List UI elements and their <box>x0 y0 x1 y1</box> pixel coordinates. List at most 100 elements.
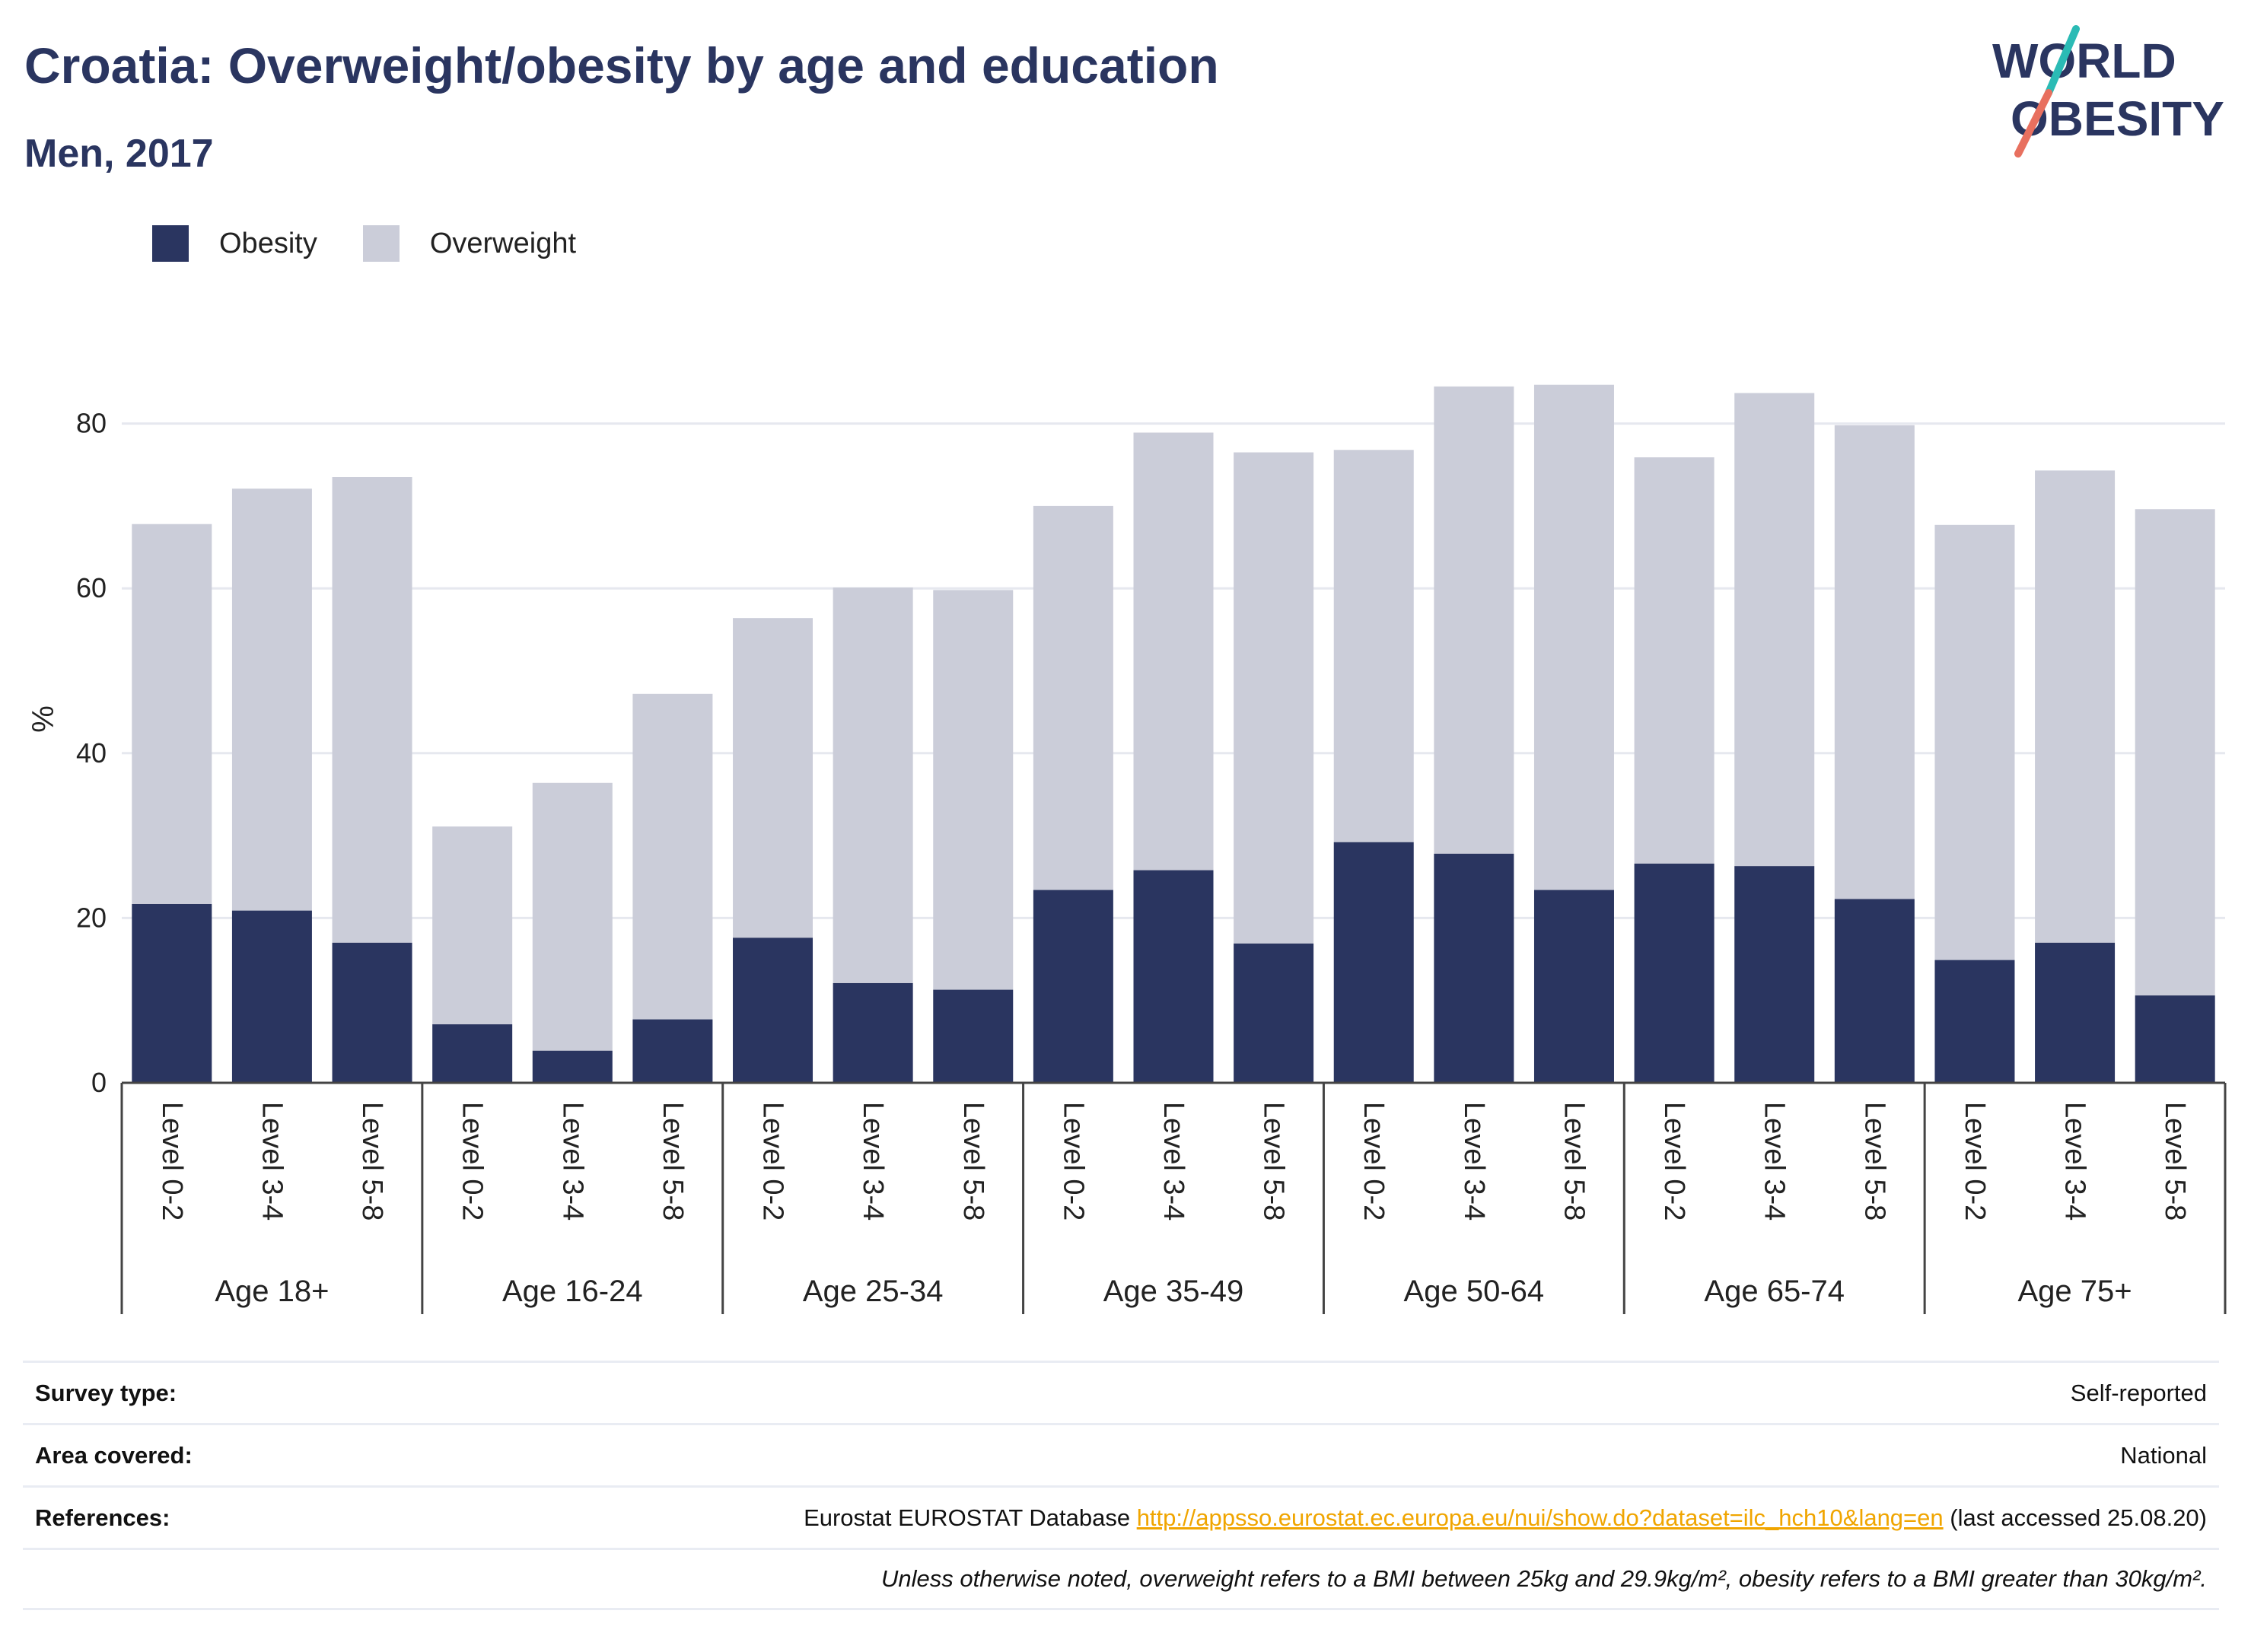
area-covered-label: Area covered: <box>35 1441 193 1469</box>
x-tick-label-level: Level 0-2 <box>1959 1102 1991 1221</box>
x-tick-label-level: Level 0-2 <box>1658 1102 1690 1221</box>
y-tick-label: 20 <box>76 902 107 933</box>
bar-obesity <box>532 1050 613 1083</box>
bar-obesity <box>833 982 913 1083</box>
x-group-label: Age 65-74 <box>1704 1275 1845 1308</box>
x-tick-label-level: Level 0-2 <box>1358 1102 1390 1221</box>
y-tick-label: 0 <box>91 1067 107 1098</box>
x-group-label: Age 18+ <box>215 1275 329 1308</box>
x-tick-label-level: Level 3-4 <box>1157 1102 1189 1221</box>
x-tick-label-level: Level 0-2 <box>1057 1102 1089 1221</box>
bar-overweight <box>332 476 412 943</box>
x-tick-label-level: Level 5-8 <box>2159 1102 2191 1221</box>
x-tick-label-level: Level 5-8 <box>1558 1102 1590 1221</box>
x-group-label: Age 25-34 <box>803 1275 944 1308</box>
y-tick-label: 40 <box>76 737 107 769</box>
legend-swatch-obesity <box>152 225 189 262</box>
legend-item-obesity[interactable]: Obesity <box>152 225 317 262</box>
footer-row-references: References: Eurostat EUROSTAT Database h… <box>23 1485 2219 1548</box>
bar-overweight <box>632 693 713 1020</box>
area-covered-value: National <box>2120 1441 2207 1469</box>
bar-obesity <box>332 942 412 1083</box>
y-axis-label: % <box>27 705 60 733</box>
bar-obesity <box>632 1019 713 1083</box>
x-tick-label-level: Level 0-2 <box>457 1102 489 1221</box>
x-tick-label-level: Level 3-4 <box>556 1102 588 1221</box>
logo-line1: WORLD <box>1992 33 2176 88</box>
bar-obesity <box>132 903 212 1083</box>
x-tick-label-level: Level 5-8 <box>356 1102 388 1221</box>
bar-overweight <box>1634 457 1715 864</box>
x-group-label: Age 16-24 <box>502 1275 643 1308</box>
bar-overweight <box>1734 393 1815 867</box>
x-group-label: Age 35-49 <box>1103 1275 1244 1308</box>
bar-overweight <box>1033 505 1113 890</box>
x-tick-label-level: Level 3-4 <box>1458 1102 1490 1221</box>
chart-legend: Obesity Overweight <box>152 225 622 262</box>
bar-overweight <box>532 782 613 1051</box>
bar-obesity <box>1634 863 1715 1083</box>
bar-obesity <box>933 989 1014 1083</box>
footer-row-area: Area covered: National <box>23 1423 2219 1485</box>
legend-label-obesity: Obesity <box>219 227 317 259</box>
y-tick-label: 60 <box>76 572 107 603</box>
x-tick-label-level: Level 5-8 <box>957 1102 989 1221</box>
bar-obesity <box>1133 870 1214 1083</box>
x-group-label: Age 75+ <box>2018 1275 2132 1308</box>
x-tick-label-level: Level 0-2 <box>156 1102 188 1221</box>
bar-obesity <box>2135 995 2215 1083</box>
bar-obesity <box>733 937 813 1083</box>
x-tick-label-level: Level 3-4 <box>1759 1102 1791 1221</box>
bar-overweight <box>1834 425 1915 899</box>
x-tick-label-level: Level 5-8 <box>657 1102 689 1221</box>
chart-subtitle: Men, 2017 <box>24 132 214 176</box>
legend-label-overweight: Overweight <box>429 227 577 259</box>
bar-obesity <box>1033 890 1113 1083</box>
world-obesity-logo: WORLD OBESITY <box>1992 25 2224 158</box>
x-tick-label-level: Level 5-8 <box>1258 1102 1290 1221</box>
logo-slash-teal <box>2045 25 2080 97</box>
bar-overweight <box>933 590 1014 990</box>
references-link[interactable]: http://appsso.eurostat.ec.europa.eu/nui/… <box>1136 1504 1944 1531</box>
bar-overweight <box>432 826 513 1025</box>
bar-obesity <box>1734 866 1815 1083</box>
bar-obesity <box>1533 890 1614 1083</box>
stacked-bar-chart: 0 20 40 60 80% Level 0-2 Level 3-4 Level 5-8 Age… <box>27 384 2227 1314</box>
bar-obesity <box>1234 943 1314 1083</box>
bar-overweight <box>2035 470 2116 943</box>
bar-obesity <box>1834 899 1915 1083</box>
survey-type-value: Self-reported <box>2070 1379 2207 1406</box>
bar-overweight <box>1333 450 1414 842</box>
bar-overweight <box>833 587 913 983</box>
survey-type-label: Survey type: <box>35 1379 177 1406</box>
references-suffix: (last accessed 25.08.20) <box>1943 1504 2207 1531</box>
bmi-note: Unless otherwise noted, overweight refer… <box>880 1565 2207 1592</box>
bar-overweight <box>1934 524 2015 960</box>
bar-obesity <box>432 1024 513 1083</box>
y-tick-label: 80 <box>76 408 107 439</box>
x-tick-label-level: Level 3-4 <box>2059 1102 2091 1221</box>
legend-item-overweight[interactable]: Overweight <box>362 225 577 262</box>
bar-overweight <box>1133 432 1214 871</box>
references-prefix: Eurostat EUROSTAT Database <box>804 1504 1137 1531</box>
x-tick-label-level: Level 0-2 <box>757 1102 789 1221</box>
bar-overweight <box>1434 386 1514 854</box>
x-tick-label-level: Level 3-4 <box>256 1102 288 1221</box>
bar-obesity <box>1434 853 1514 1083</box>
chart-title: Croatia: Overweight/obesity by age and e… <box>24 37 1219 94</box>
bar-overweight <box>733 618 813 938</box>
bar-obesity <box>1934 960 2015 1083</box>
bar-obesity <box>231 910 312 1083</box>
bar-obesity <box>2035 942 2116 1083</box>
x-tick-label-level: Level 5-8 <box>1858 1102 1890 1221</box>
bar-overweight <box>1234 452 1314 944</box>
legend-swatch-overweight <box>362 225 400 262</box>
chart-footer: Survey type: Self-reported Area covered:… <box>23 1361 2219 1610</box>
footer-row-note: Unless otherwise noted, overweight refer… <box>23 1548 2219 1610</box>
logo-slash-coral <box>2014 89 2052 158</box>
x-tick-label-level: Level 3-4 <box>857 1102 889 1221</box>
references-value: Eurostat EUROSTAT Database http://appsso… <box>804 1504 2207 1532</box>
x-group-label: Age 50-64 <box>1404 1275 1545 1308</box>
bar-overweight <box>2135 509 2215 996</box>
bar-overweight <box>132 524 212 904</box>
